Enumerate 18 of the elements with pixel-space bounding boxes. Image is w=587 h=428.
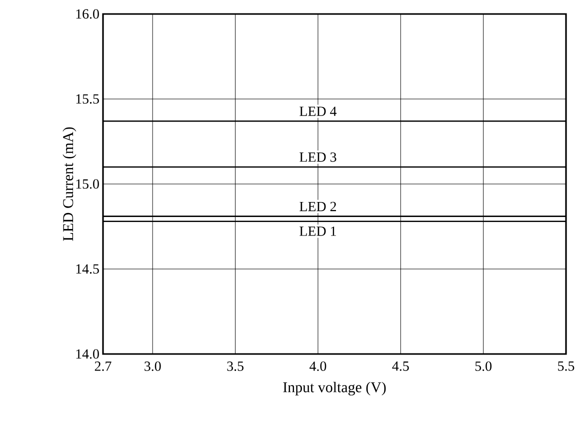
x-tick-label: 3.5 [227,362,244,371]
x-tick-label: 3.0 [144,362,161,371]
y-tick-label: 14.0 [76,349,99,359]
y-tick-label: 15.0 [76,179,99,189]
x-tick-label: 2.7 [94,362,112,371]
series-label: LED 3 [300,152,336,162]
y-tick-label: 15.5 [76,94,99,104]
y-tick-label: 16.0 [76,9,99,19]
y-axis-title: LED Current (mA) [62,127,76,241]
x-tick-label: 5.0 [475,362,492,371]
series-label: LED 2 [300,202,336,212]
x-tick-label: 4.0 [310,362,326,371]
x-tick-label: 4.5 [392,361,409,371]
x-tick-label: 5.5 [558,361,574,371]
series-label: LED 1 [300,226,336,236]
x-axis-title: Input voltage (V) [283,382,386,396]
y-tick-label: 14.5 [76,264,99,274]
series-label: LED 4 [300,106,337,116]
